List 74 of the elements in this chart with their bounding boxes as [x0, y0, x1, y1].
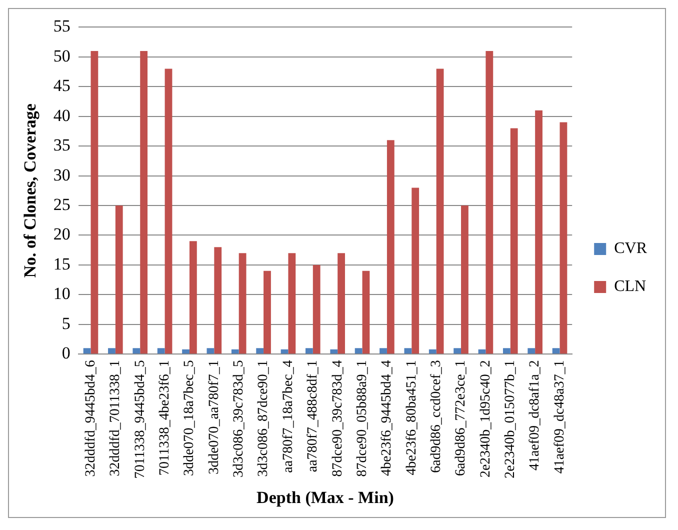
- y-tick-label: 55: [53, 16, 70, 36]
- bar: [164, 68, 172, 354]
- y-tick-label: 40: [53, 106, 70, 125]
- bar: [231, 349, 239, 354]
- legend-label: CLN: [614, 278, 647, 296]
- bar: [312, 264, 320, 354]
- x-axis-title: Depth (Max - Min): [256, 488, 394, 508]
- bar: [264, 270, 271, 354]
- bar: [189, 241, 197, 354]
- y-tick-label: 15: [53, 254, 70, 274]
- x-tick-label: 2e2340b_1d95c40_2: [478, 360, 494, 478]
- x-tick-label: 7011338_4be23f6_1: [157, 360, 172, 476]
- x-tick-label: 2e2340b_015077b_1: [503, 360, 518, 478]
- bar: [115, 206, 123, 354]
- bar: [256, 348, 264, 354]
- bar: [206, 348, 214, 354]
- bar: [454, 348, 462, 354]
- bar: [108, 348, 116, 354]
- x-tick-label: 3d3c086_39c783d_5: [232, 360, 247, 478]
- x-tick-label: 6ad9d86_ccd0cef_3: [429, 360, 444, 473]
- x-tick-label: 3dde070_18a7bec_5: [182, 360, 198, 476]
- y-tick-label: 5: [62, 314, 70, 333]
- x-tick-label: aa780f7_18a7bec_4: [280, 360, 296, 473]
- x-tick-label: 32dddfd_7011338_1: [108, 360, 124, 476]
- x-tick-label: 87dce90_39c783d_4: [330, 360, 346, 477]
- x-tick-label: 41aef09_dc8af1a_2: [528, 360, 543, 471]
- legend-label: CVR: [614, 240, 648, 258]
- bar: [140, 50, 148, 354]
- bar: [428, 349, 436, 354]
- bar: [380, 348, 387, 354]
- bar: [404, 348, 412, 354]
- bar: [535, 110, 542, 354]
- y-tick-label: 20: [53, 224, 70, 244]
- bar: [552, 348, 560, 354]
- bar: [83, 348, 91, 354]
- bar: [330, 349, 338, 354]
- y-tick-label: 45: [53, 76, 70, 96]
- bar: [386, 140, 394, 354]
- bar: [338, 253, 345, 354]
- y-tick-label: 10: [53, 284, 70, 304]
- x-tick-label: 32dddfd_9445bd4_6: [83, 360, 98, 477]
- bar: [132, 348, 140, 354]
- x-tick-label: 4be23f6_9445bd4_4: [380, 360, 395, 476]
- y-tick-label: 35: [53, 136, 70, 155]
- bar: [182, 349, 190, 354]
- y-tick-label: 25: [53, 194, 70, 214]
- x-tick-label: 6ad9d86_772e3ce_1: [454, 360, 469, 476]
- bar: [90, 50, 98, 354]
- bar: [238, 253, 246, 354]
- bar: [288, 253, 296, 354]
- x-tick-label: aa780f7_488c8df_1: [306, 360, 321, 472]
- bar: [560, 122, 568, 354]
- bar: [157, 348, 165, 354]
- y-tick-label: 50: [53, 46, 70, 66]
- bar: [412, 188, 420, 354]
- x-tick-label: 4be23f6_80ba451_1: [404, 360, 420, 476]
- bar: [362, 270, 370, 354]
- x-tick-label: 3d3c086_87dce90_1: [256, 360, 272, 477]
- bar: [214, 247, 222, 354]
- x-tick-label: 3dde070_aa780f7_1: [206, 360, 222, 474]
- bar: [510, 128, 518, 354]
- bar: [436, 68, 444, 354]
- bar: [528, 348, 536, 354]
- y-tick-label: 0: [62, 344, 70, 363]
- bar: [306, 348, 313, 354]
- x-tick-label: 87dce90_05b88a9_1: [354, 360, 370, 477]
- bar: [486, 50, 494, 354]
- x-tick-label: 41aef09_dc48a37_1: [552, 360, 568, 474]
- bar: [502, 348, 510, 354]
- bar: [461, 206, 468, 354]
- x-tick-label: 7011338_9445bd4_5: [132, 360, 148, 479]
- y-axis-title: No. of Clones, Coverage: [20, 103, 40, 278]
- y-tick-label: 30: [53, 165, 70, 184]
- bar: [354, 348, 362, 354]
